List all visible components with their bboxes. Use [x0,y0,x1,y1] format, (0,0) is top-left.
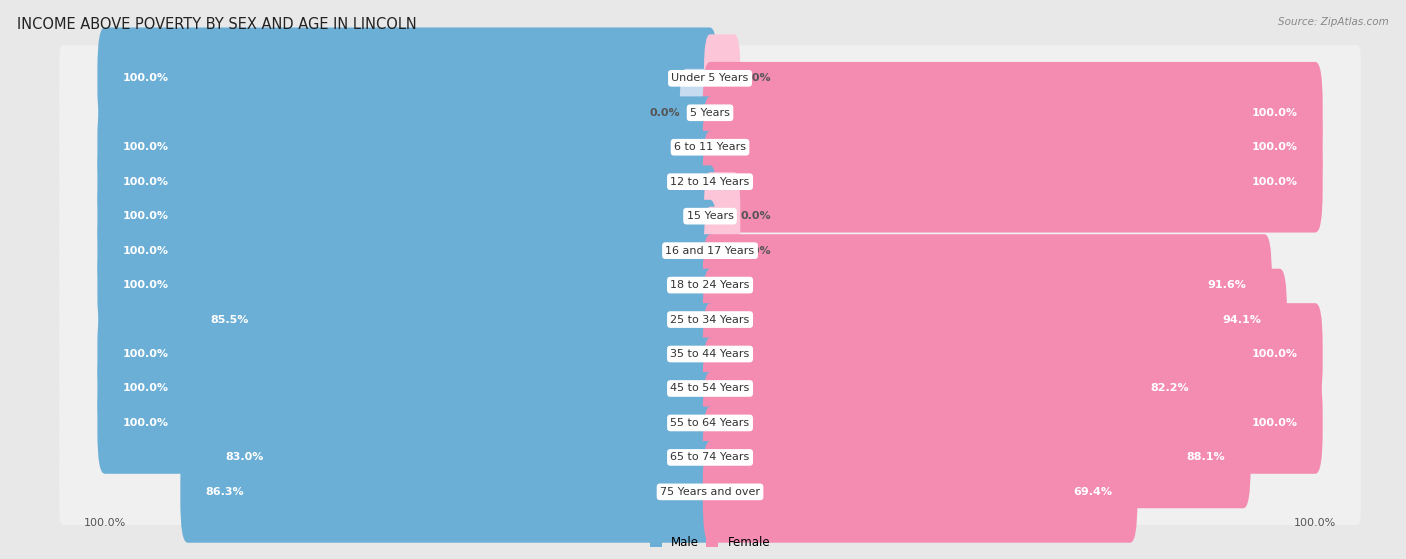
Text: 0.0%: 0.0% [741,245,770,255]
Text: 85.5%: 85.5% [211,315,249,325]
Text: 100.0%: 100.0% [122,349,169,359]
FancyBboxPatch shape [97,338,717,439]
Text: 45 to 54 Years: 45 to 54 Years [671,383,749,394]
Text: 100.0%: 100.0% [1251,177,1298,187]
Text: 100.0%: 100.0% [122,245,169,255]
FancyBboxPatch shape [703,269,1286,371]
FancyBboxPatch shape [59,149,1361,215]
FancyBboxPatch shape [97,27,717,129]
Text: 12 to 14 Years: 12 to 14 Years [671,177,749,187]
FancyBboxPatch shape [703,338,1215,439]
FancyBboxPatch shape [200,406,717,508]
FancyBboxPatch shape [59,80,1361,146]
FancyBboxPatch shape [180,441,717,543]
FancyBboxPatch shape [97,303,717,405]
FancyBboxPatch shape [59,390,1361,456]
Text: 35 to 44 Years: 35 to 44 Years [671,349,749,359]
Text: 100.0%: 100.0% [1251,142,1298,152]
Text: 25 to 34 Years: 25 to 34 Years [671,315,749,325]
Text: INCOME ABOVE POVERTY BY SEX AND AGE IN LINCOLN: INCOME ABOVE POVERTY BY SEX AND AGE IN L… [17,17,416,32]
Text: 75 Years and over: 75 Years and over [659,487,761,497]
FancyBboxPatch shape [59,183,1361,249]
FancyBboxPatch shape [704,207,741,295]
Text: Under 5 Years: Under 5 Years [672,73,748,83]
Text: 0.0%: 0.0% [650,108,679,118]
FancyBboxPatch shape [59,252,1361,318]
Text: 100.0%: 100.0% [1251,108,1298,118]
Text: 94.1%: 94.1% [1223,315,1261,325]
FancyBboxPatch shape [703,234,1272,336]
Text: 83.0%: 83.0% [226,452,264,462]
Text: 100.0%: 100.0% [122,280,169,290]
FancyBboxPatch shape [97,234,717,336]
FancyBboxPatch shape [59,286,1361,353]
Text: 100.0%: 100.0% [122,142,169,152]
Text: 0.0%: 0.0% [741,73,770,83]
FancyBboxPatch shape [97,200,717,301]
FancyBboxPatch shape [703,441,1137,543]
FancyBboxPatch shape [59,114,1361,181]
Text: 0.0%: 0.0% [741,211,770,221]
FancyBboxPatch shape [704,34,741,122]
Text: 16 and 17 Years: 16 and 17 Years [665,245,755,255]
Text: 100.0%: 100.0% [122,211,169,221]
Text: 15 Years: 15 Years [686,211,734,221]
FancyBboxPatch shape [59,356,1361,421]
FancyBboxPatch shape [679,69,716,157]
Text: 100.0%: 100.0% [1251,418,1298,428]
Text: 100.0%: 100.0% [1251,349,1298,359]
FancyBboxPatch shape [703,303,1323,405]
Text: 100.0%: 100.0% [122,418,169,428]
FancyBboxPatch shape [703,62,1323,164]
Text: 86.3%: 86.3% [205,487,245,497]
Text: 88.1%: 88.1% [1187,452,1225,462]
FancyBboxPatch shape [59,217,1361,284]
Text: 65 to 74 Years: 65 to 74 Years [671,452,749,462]
Text: 55 to 64 Years: 55 to 64 Years [671,418,749,428]
Legend: Male, Female: Male, Female [645,532,775,554]
Text: 100.0%: 100.0% [122,177,169,187]
Text: 100.0%: 100.0% [122,73,169,83]
FancyBboxPatch shape [703,372,1323,474]
FancyBboxPatch shape [97,131,717,233]
Text: 5 Years: 5 Years [690,108,730,118]
FancyBboxPatch shape [703,406,1250,508]
Text: 91.6%: 91.6% [1208,280,1246,290]
Text: 6 to 11 Years: 6 to 11 Years [673,142,747,152]
Text: 69.4%: 69.4% [1073,487,1112,497]
Text: Source: ZipAtlas.com: Source: ZipAtlas.com [1278,17,1389,27]
FancyBboxPatch shape [703,96,1323,198]
FancyBboxPatch shape [97,165,717,267]
FancyBboxPatch shape [59,45,1361,111]
Text: 100.0%: 100.0% [122,383,169,394]
FancyBboxPatch shape [97,372,717,474]
FancyBboxPatch shape [97,96,717,198]
Text: 82.2%: 82.2% [1152,383,1189,394]
FancyBboxPatch shape [703,131,1323,233]
FancyBboxPatch shape [704,172,741,260]
Text: 18 to 24 Years: 18 to 24 Years [671,280,749,290]
FancyBboxPatch shape [59,459,1361,525]
FancyBboxPatch shape [59,321,1361,387]
FancyBboxPatch shape [186,269,717,371]
FancyBboxPatch shape [59,424,1361,490]
